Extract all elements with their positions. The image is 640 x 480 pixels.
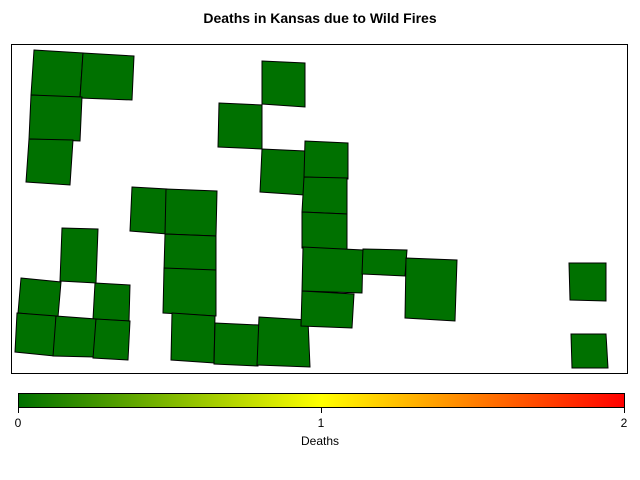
legend-title: Deaths xyxy=(300,434,340,448)
county-region-9 xyxy=(301,176,348,215)
legend-tick-1 xyxy=(321,408,322,413)
county-region-11 xyxy=(129,186,168,235)
legend-tick-label-0: 0 xyxy=(14,416,22,430)
county-region-18 xyxy=(14,312,57,357)
color-legend-bar xyxy=(18,393,625,408)
county-region-23 xyxy=(256,316,311,368)
county-region-2 xyxy=(79,52,135,101)
county-region-28 xyxy=(568,262,607,302)
county-region-12 xyxy=(164,188,218,237)
county-region-7 xyxy=(259,148,306,196)
county-region-22 xyxy=(213,322,260,367)
county-region-4 xyxy=(25,138,74,186)
county-region-8 xyxy=(303,140,349,180)
legend-tick-label-1: 1 xyxy=(317,416,325,430)
county-region-19 xyxy=(52,315,97,358)
county-region-3 xyxy=(28,94,83,142)
county-region-27 xyxy=(300,290,355,329)
county-region-10 xyxy=(301,211,348,251)
legend-tick-2 xyxy=(624,408,625,413)
chart-title: Deaths in Kansas due to Wild Fires xyxy=(203,10,437,26)
county-region-21 xyxy=(170,312,216,364)
county-region-17 xyxy=(92,282,131,322)
county-region-5 xyxy=(261,60,306,108)
county-region-14 xyxy=(162,267,217,317)
county-region-15 xyxy=(59,227,99,284)
county-region-29 xyxy=(570,333,609,369)
county-region-13 xyxy=(163,233,217,273)
legend-tick-label-2: 2 xyxy=(620,416,628,430)
county-region-20 xyxy=(92,318,131,361)
county-region-25 xyxy=(361,248,408,277)
county-region-16 xyxy=(17,277,62,318)
legend-tick-0 xyxy=(18,408,19,413)
county-region-24 xyxy=(301,246,364,294)
county-region-26 xyxy=(404,257,458,322)
county-region-6 xyxy=(217,102,263,150)
county-region-1 xyxy=(30,49,84,99)
